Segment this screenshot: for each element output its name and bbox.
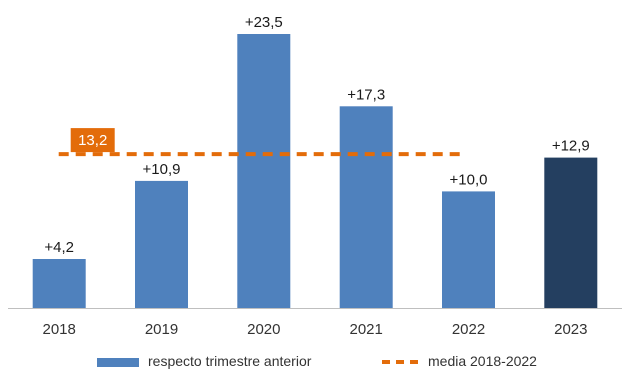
bars-group — [32, 34, 598, 308]
value-label-2018: +4,2 — [44, 239, 74, 256]
bar-2021 — [339, 106, 393, 308]
average-badge — [70, 128, 115, 153]
bar-2020 — [237, 34, 291, 308]
x-tick-2021: 2021 — [350, 321, 383, 338]
average-line-group: 13,2 — [58, 128, 465, 157]
value-labels-group: +4,2 +10,9 +23,5 +17,3 +10,0 +12,9 — [44, 14, 589, 256]
x-tick-labels-group: 2018 2019 2020 2021 2022 2023 — [43, 321, 588, 338]
x-tick-2020: 2020 — [247, 321, 280, 338]
x-tick-2018: 2018 — [43, 321, 76, 338]
legend-line-label: media 2018-2022 — [428, 353, 537, 369]
value-label-2022: +10,0 — [450, 171, 488, 188]
legend-bar-label: respecto trimestre anterior — [148, 353, 312, 369]
bar-2018 — [32, 259, 86, 308]
x-tick-2019: 2019 — [145, 321, 178, 338]
value-label-2021: +17,3 — [347, 86, 385, 103]
x-tick-2023: 2023 — [554, 321, 587, 338]
legend-bar-swatch — [97, 358, 139, 367]
value-label-2023: +12,9 — [552, 138, 590, 155]
bar-2023 — [544, 157, 598, 308]
bar-2019 — [135, 180, 188, 308]
x-tick-2022: 2022 — [452, 321, 485, 338]
bar-2022 — [442, 191, 495, 308]
average-badge-label: 13,2 — [78, 132, 107, 149]
value-label-2019: +10,9 — [143, 161, 181, 178]
value-label-2020: +23,5 — [245, 14, 283, 31]
legend: respecto trimestre anterior media 2018-2… — [97, 353, 537, 369]
